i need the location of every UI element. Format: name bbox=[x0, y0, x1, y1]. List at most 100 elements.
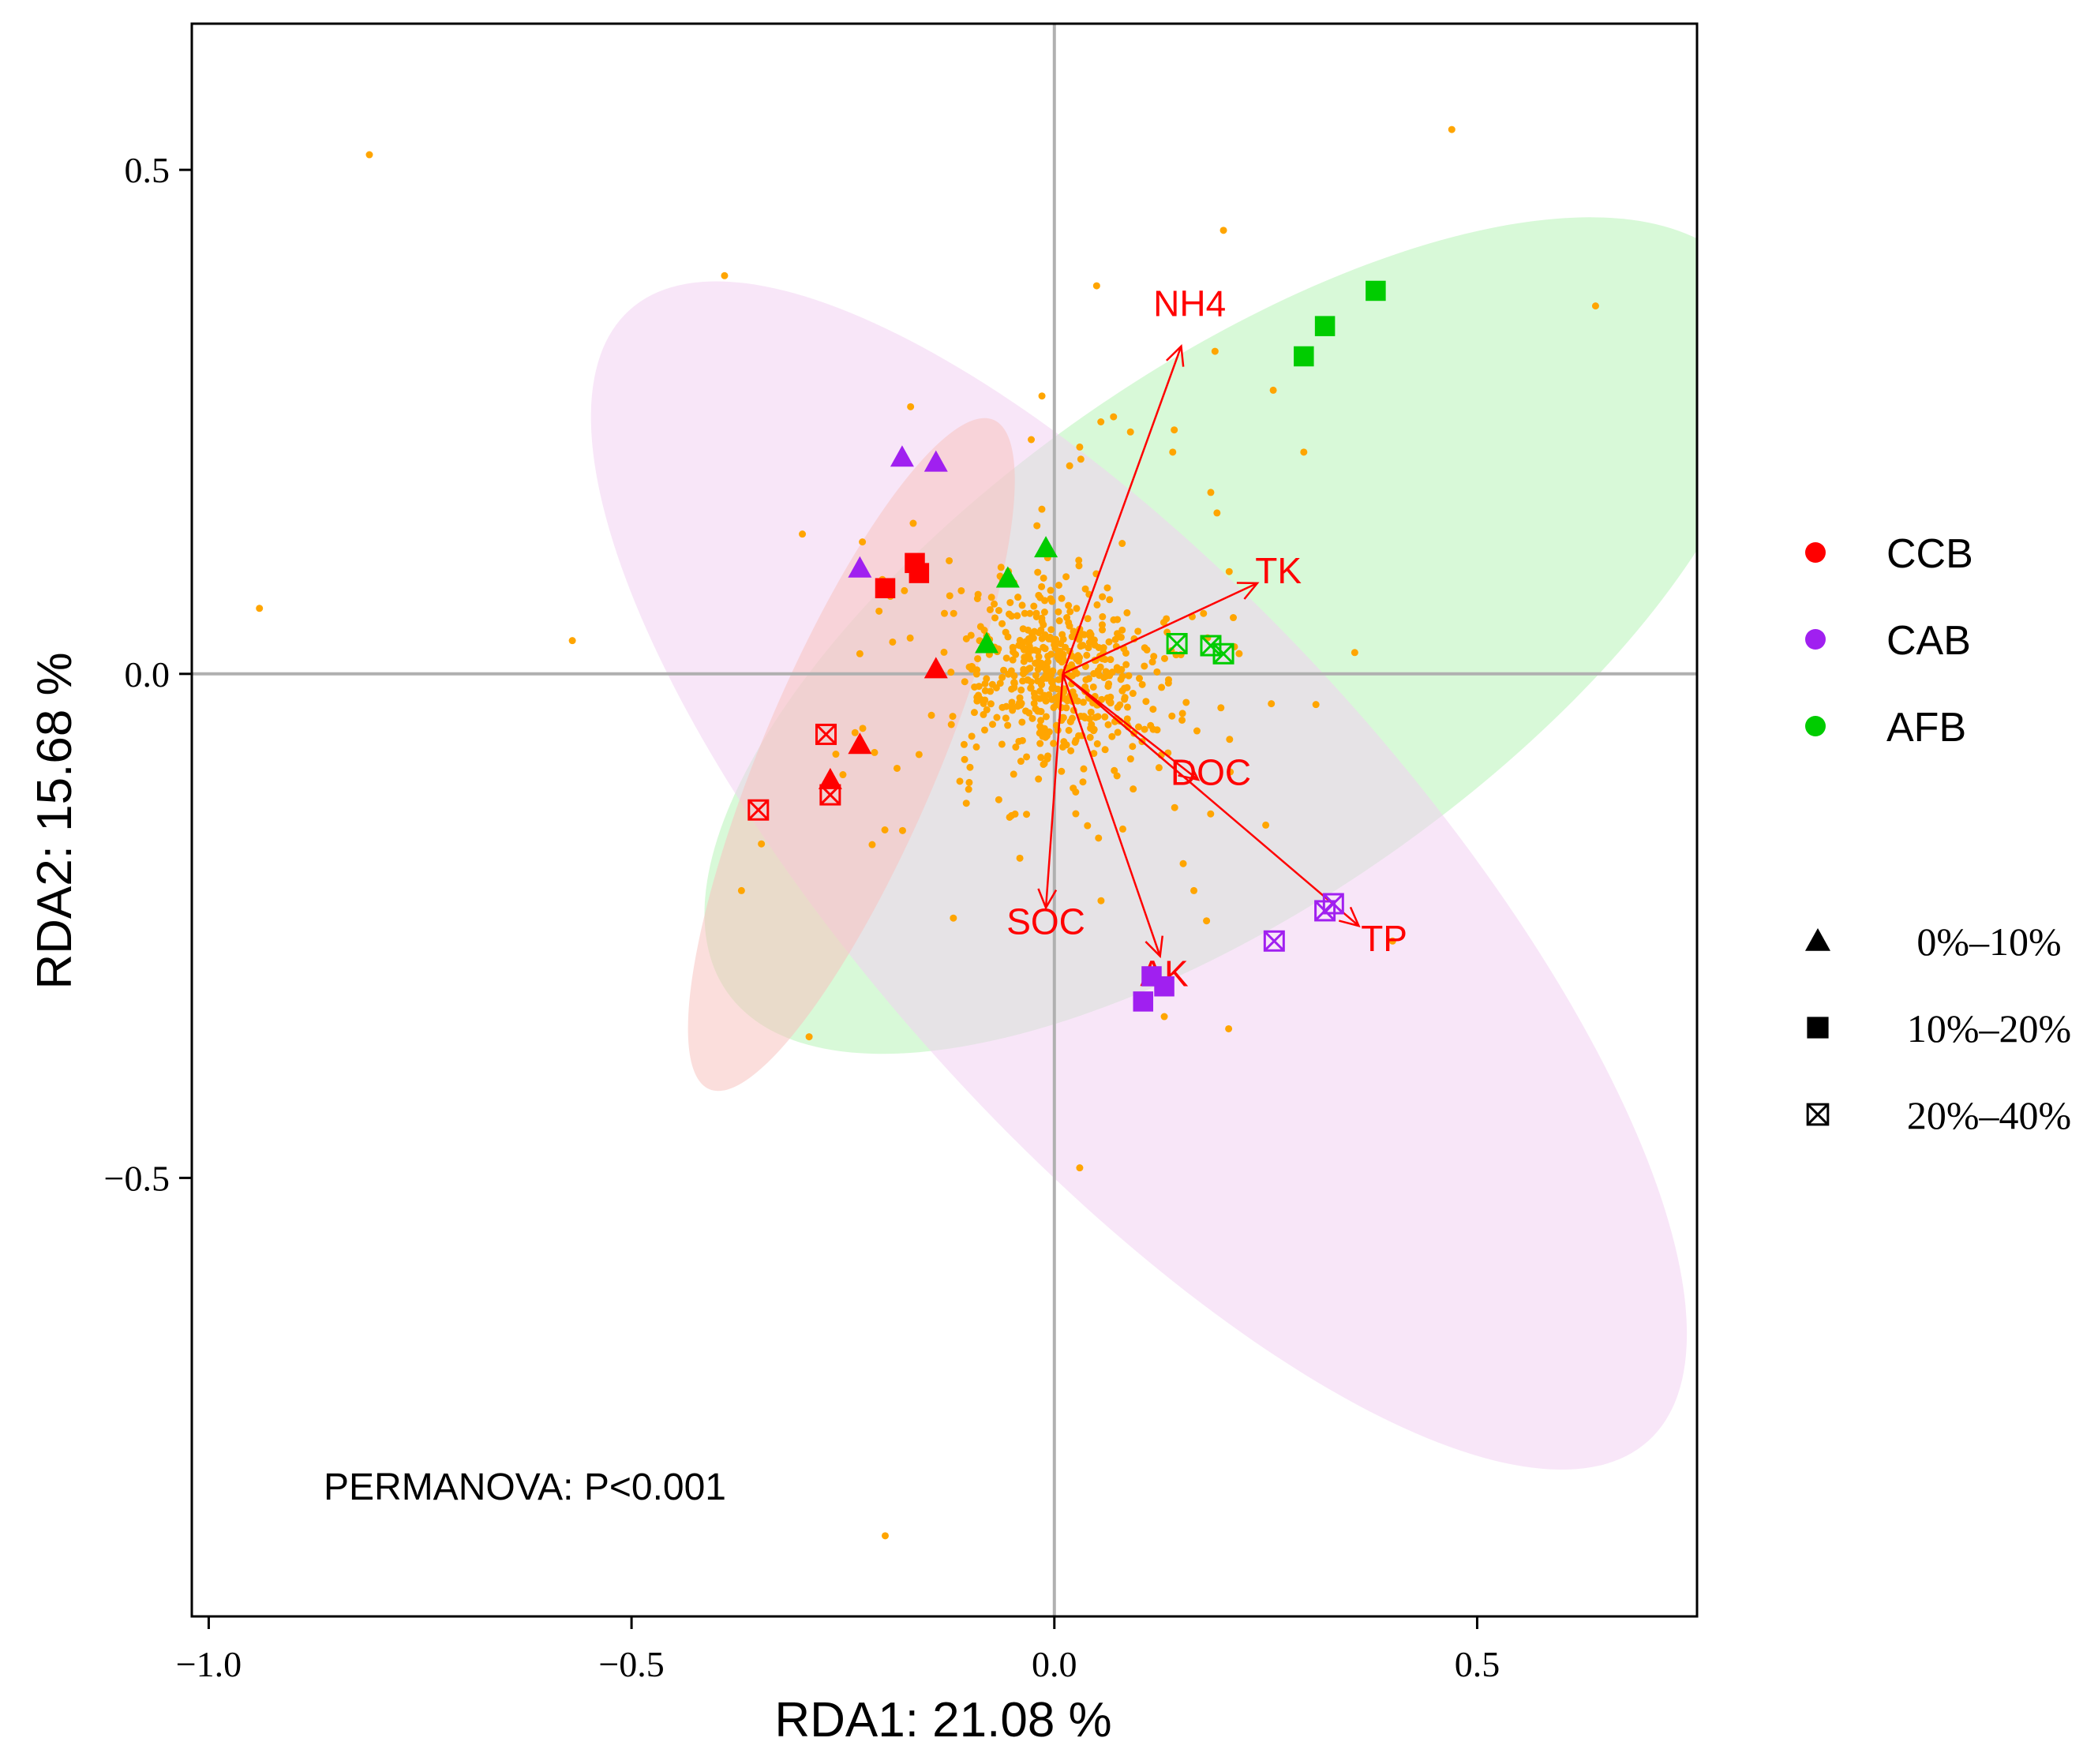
species-point bbox=[1207, 810, 1215, 818]
species-point bbox=[1023, 753, 1031, 761]
species-point bbox=[799, 530, 807, 538]
sample-ccb-triangle bbox=[848, 732, 872, 755]
species-point bbox=[986, 605, 994, 613]
species-point bbox=[1063, 614, 1071, 622]
species-point bbox=[1040, 621, 1047, 629]
species-point bbox=[1093, 601, 1101, 609]
sample-cab-boxx bbox=[1322, 893, 1344, 915]
species-point bbox=[758, 840, 766, 848]
axes: −1.0 −0.5 0.0 0.5 0.5 0.0 −0.5 bbox=[104, 150, 1500, 1684]
species-point bbox=[1123, 609, 1131, 616]
species-point bbox=[1075, 556, 1083, 564]
permanova-annotation: PERMANOVA: P<0.001 bbox=[324, 1466, 726, 1508]
species-point bbox=[1052, 635, 1060, 643]
sample-ccb-boxx bbox=[815, 723, 837, 745]
species-point bbox=[1107, 656, 1115, 664]
species-point bbox=[805, 1033, 813, 1041]
confidence-ellipses bbox=[590, 217, 1697, 1470]
species-point bbox=[1076, 443, 1084, 451]
legend-marker-boxx bbox=[1806, 1103, 1830, 1126]
species-point bbox=[1118, 825, 1126, 833]
species-point bbox=[1142, 698, 1150, 706]
species-point bbox=[1032, 672, 1040, 680]
species-point bbox=[1059, 635, 1067, 643]
species-point bbox=[957, 586, 965, 594]
arrowhead-ak bbox=[1145, 935, 1164, 959]
species-point bbox=[1012, 743, 1020, 751]
species-point bbox=[1097, 418, 1105, 425]
species-point bbox=[1087, 708, 1095, 716]
species-point bbox=[1111, 766, 1118, 774]
species-point bbox=[1190, 886, 1198, 894]
ellipse-ccb bbox=[687, 418, 1015, 1092]
arrow-doc bbox=[1062, 672, 1199, 781]
sample-afb-triangle bbox=[975, 631, 999, 654]
species-point bbox=[1025, 651, 1032, 659]
arrow-tp bbox=[1062, 672, 1360, 927]
arrow-label-soc: SOC bbox=[1006, 901, 1085, 942]
species-point bbox=[1203, 917, 1211, 925]
species-point bbox=[1081, 585, 1089, 593]
sample-ccb-boxx bbox=[819, 784, 841, 806]
legend-shape-label: 20%–40% bbox=[1907, 1093, 2071, 1137]
sample-afb-boxx bbox=[1212, 642, 1234, 665]
species-point bbox=[1136, 675, 1144, 683]
species-point bbox=[1160, 654, 1168, 662]
species-point bbox=[859, 725, 867, 732]
species-point bbox=[1103, 584, 1111, 592]
species-point bbox=[1079, 778, 1087, 786]
species-point bbox=[915, 751, 923, 758]
species-point bbox=[1130, 785, 1137, 793]
species-point bbox=[871, 748, 879, 756]
species-point bbox=[1111, 635, 1119, 643]
species-point bbox=[1000, 666, 1008, 674]
species-point bbox=[1002, 654, 1010, 662]
species-point bbox=[1300, 448, 1308, 456]
species-point bbox=[365, 151, 373, 159]
species-point bbox=[1090, 750, 1098, 758]
sample-afb-triangle bbox=[995, 566, 1020, 588]
species-point bbox=[1058, 658, 1066, 666]
species-point bbox=[956, 777, 964, 785]
species-point bbox=[1062, 695, 1070, 703]
species-point bbox=[1153, 668, 1161, 676]
species-point bbox=[1040, 609, 1048, 616]
species-point bbox=[1178, 716, 1186, 724]
species-point bbox=[1097, 897, 1105, 904]
arrowhead-nh4 bbox=[1166, 344, 1185, 367]
species-point bbox=[1010, 679, 1018, 687]
species-point bbox=[1038, 695, 1046, 702]
species-point bbox=[1016, 854, 1024, 862]
sample-cab-triangle bbox=[848, 556, 872, 578]
species-point bbox=[1058, 767, 1066, 775]
species-point bbox=[976, 623, 984, 631]
species-point bbox=[1035, 591, 1043, 599]
species-point bbox=[1074, 652, 1082, 660]
species-point bbox=[980, 710, 987, 718]
legend-label-cab: CAB bbox=[1886, 618, 1971, 664]
species-point bbox=[950, 609, 957, 617]
species-point bbox=[1118, 672, 1126, 680]
species-point bbox=[1147, 721, 1155, 729]
species-point bbox=[1056, 647, 1064, 655]
sample-cab-square bbox=[1133, 991, 1154, 1012]
species-point bbox=[1094, 713, 1102, 721]
species-point bbox=[1020, 669, 1028, 677]
species-point bbox=[1007, 811, 1015, 819]
species-point bbox=[1211, 347, 1219, 355]
species-point bbox=[1023, 811, 1031, 818]
species-point bbox=[1027, 684, 1035, 691]
species-point bbox=[1048, 684, 1056, 692]
species-point bbox=[1268, 700, 1276, 708]
species-point bbox=[1312, 701, 1320, 709]
species-point bbox=[1030, 699, 1038, 707]
species-point bbox=[1591, 302, 1599, 310]
species-point bbox=[882, 1532, 890, 1540]
species-point bbox=[1141, 725, 1148, 733]
species-point bbox=[1092, 282, 1100, 290]
species-point bbox=[974, 655, 982, 663]
sample-cab-square bbox=[1154, 976, 1175, 997]
species-point bbox=[1080, 765, 1088, 773]
species-point bbox=[987, 594, 995, 601]
species-point bbox=[906, 634, 914, 642]
